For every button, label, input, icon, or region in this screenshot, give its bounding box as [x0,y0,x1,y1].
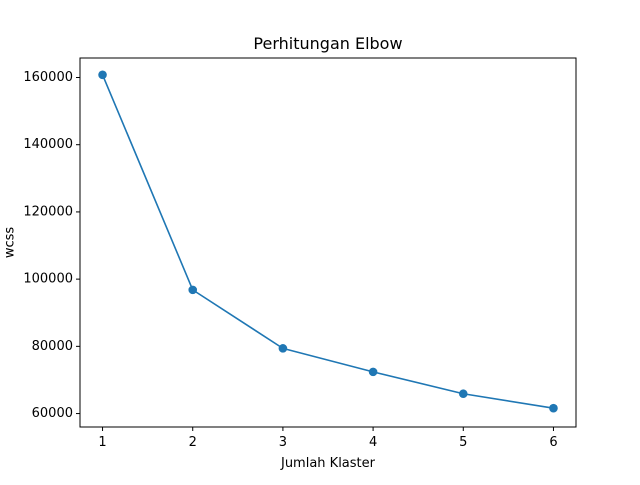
y-tick-label-4: 140000 [23,137,73,152]
axes-frame [79,57,577,428]
data-point-5 [549,403,558,413]
y-axis-label: wcss [3,227,18,259]
data-point-3 [368,367,378,377]
y-tick-label-3: 120000 [23,204,73,219]
y-tick-label-1: 80000 [32,339,73,354]
x-tick-label-4: 5 [459,435,467,450]
x-axis-ticks: 1 2 3 4 5 6 [98,427,558,450]
data-point-0 [98,70,107,80]
data-point-4 [458,389,468,399]
x-axis-label: Jumlah Klaster [280,456,376,471]
plot-layer [98,70,558,413]
data-point-2 [278,344,288,353]
y-axis-ticks: 60000 80000 100000 120000 140000 160000 [23,70,80,421]
y-tick-label-0: 60000 [32,406,73,421]
x-tick-label-5: 6 [549,435,557,450]
chart-title: Perhitungan Elbow [253,34,402,53]
x-tick-label-1: 2 [189,435,197,450]
x-tick-label-2: 3 [279,435,287,450]
x-tick-label-3: 4 [369,435,377,450]
y-tick-label-2: 100000 [23,272,73,287]
y-tick-label-5: 160000 [23,70,73,85]
x-tick-label-0: 1 [98,435,106,450]
series-line-0 [101,74,554,409]
data-point-1 [188,285,198,295]
